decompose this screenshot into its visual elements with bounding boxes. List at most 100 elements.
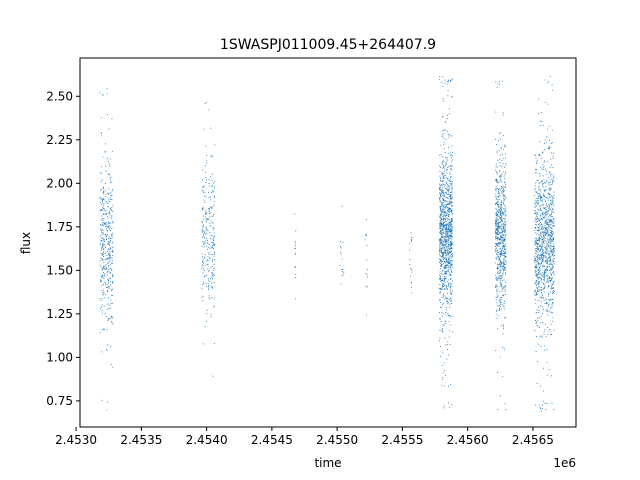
- data-point: [496, 211, 498, 213]
- data-point: [295, 242, 297, 244]
- data-point: [544, 287, 546, 289]
- data-point: [445, 234, 447, 236]
- data-point: [536, 160, 538, 162]
- data-point: [536, 312, 538, 314]
- data-point: [442, 257, 444, 259]
- data-point: [548, 234, 550, 236]
- data-point: [504, 229, 506, 231]
- data-point: [104, 293, 106, 295]
- data-point: [541, 254, 543, 255]
- data-point: [449, 226, 451, 228]
- data-point: [551, 334, 552, 335]
- data-point: [449, 251, 450, 253]
- data-point: [535, 251, 537, 252]
- data-point: [499, 258, 500, 260]
- data-point: [103, 205, 105, 207]
- data-point: [101, 290, 103, 292]
- data-point: [546, 232, 548, 234]
- data-point: [202, 189, 204, 191]
- data-point: [451, 221, 453, 222]
- data-point: [547, 230, 548, 232]
- data-point: [536, 274, 537, 276]
- data-point: [497, 234, 499, 235]
- data-point: [110, 191, 112, 193]
- data-point: [502, 223, 504, 224]
- data-point: [208, 196, 210, 198]
- data-point: [214, 244, 216, 246]
- data-point: [440, 239, 442, 241]
- data-point: [539, 205, 540, 207]
- data-point: [443, 144, 444, 146]
- data-point: [440, 209, 442, 211]
- data-point: [444, 252, 446, 253]
- data-point: [213, 229, 215, 231]
- data-point: [543, 278, 545, 280]
- data-point: [445, 245, 447, 247]
- data-point: [551, 208, 553, 210]
- data-point: [499, 278, 501, 279]
- data-point: [536, 261, 538, 263]
- data-point: [105, 234, 106, 236]
- data-point: [100, 235, 102, 237]
- data-point: [441, 212, 443, 213]
- data-point: [109, 197, 111, 199]
- data-point: [443, 239, 445, 241]
- data-point: [440, 355, 441, 357]
- data-point: [212, 275, 214, 277]
- data-point: [536, 309, 538, 311]
- data-point: [101, 306, 102, 308]
- data-point: [542, 203, 544, 205]
- data-point: [450, 282, 452, 284]
- data-point: [502, 226, 504, 228]
- data-point: [441, 236, 443, 238]
- data-point: [210, 238, 211, 240]
- data-point: [539, 257, 541, 259]
- data-point: [540, 197, 542, 199]
- data-point: [546, 222, 548, 224]
- data-point: [449, 263, 451, 265]
- data-point: [496, 181, 498, 182]
- data-point: [439, 300, 441, 301]
- data-point: [451, 243, 453, 245]
- data-point: [107, 243, 109, 245]
- data-point: [536, 191, 538, 193]
- data-point: [499, 277, 500, 279]
- data-point: [537, 249, 539, 250]
- data-point: [537, 326, 539, 328]
- data-point: [536, 168, 537, 170]
- data-point: [544, 139, 546, 141]
- data-point: [103, 222, 105, 223]
- data-point: [447, 239, 449, 241]
- data-point: [439, 275, 441, 277]
- data-point: [543, 265, 545, 267]
- data-point: [448, 262, 450, 264]
- data-point: [504, 218, 505, 220]
- data-point: [444, 268, 445, 269]
- data-point: [553, 221, 555, 223]
- data-point: [499, 195, 501, 197]
- data-point: [212, 173, 214, 175]
- data-point: [499, 243, 501, 245]
- data-point: [102, 260, 103, 262]
- data-point: [449, 188, 451, 190]
- data-point: [550, 312, 552, 314]
- data-point: [101, 218, 103, 220]
- data-point: [550, 248, 552, 250]
- data-point: [502, 237, 504, 239]
- data-point: [107, 212, 109, 214]
- data-point: [536, 279, 538, 281]
- data-point: [553, 244, 555, 246]
- data-point: [537, 240, 539, 241]
- data-point: [540, 207, 541, 209]
- data-point: [442, 192, 444, 194]
- data-point: [501, 284, 503, 286]
- data-point: [442, 303, 444, 305]
- data-point: [210, 219, 212, 221]
- data-point: [439, 170, 441, 172]
- data-point: [211, 260, 213, 262]
- data-point: [496, 209, 498, 211]
- data-point: [495, 243, 496, 244]
- data-point: [206, 229, 208, 231]
- data-point: [448, 248, 450, 250]
- data-point: [539, 251, 540, 253]
